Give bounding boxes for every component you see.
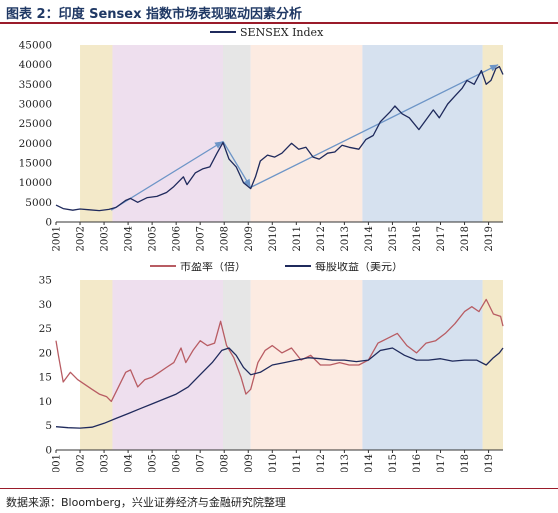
x-tick-label: 2019 [484,454,495,472]
x-tick-label: 2011 [292,226,303,251]
x-tick-label: 2008 [220,226,231,251]
source-note: 数据来源：Bloomberg，兴业证券经济与金融研究院整理 [6,496,286,509]
trend-arrow-head [214,141,224,149]
legend-label: SENSEX Index [240,26,324,39]
trend-arrow-head [489,64,499,72]
y-tick-label: 10000 [19,177,52,189]
y-tick-label: 25000 [19,118,52,130]
x-tick-label: 2012 [316,226,327,251]
y-tick-label: 30 [39,299,52,311]
x-tick-label: 2018 [460,226,471,251]
x-tick-label: 2003 [100,454,111,472]
x-tick-label: 2008 [220,454,231,472]
x-tick-label: 2001 [52,226,63,251]
shaded-period [112,280,224,450]
y-tick-label: 15000 [19,158,52,170]
x-tick-label: 2013 [340,226,351,251]
y-tick-label: 30000 [19,99,52,111]
y-tick-label: 40000 [19,59,52,71]
x-tick-label: 2016 [412,226,423,251]
pe-eps-chart: 0 5 10 15 20 25 30 35 2001 2002 2003 2004 2005 2006 20… [39,262,504,472]
y-tick-label: 0 [45,445,52,457]
y-tick-label: 5000 [25,197,52,209]
y-tick-label: 35 [39,275,52,287]
x-tick-label: 2009 [244,226,255,251]
x-tick-label: 2005 [148,454,159,472]
series-line [55,65,504,212]
x-tick-label: 2009 [244,454,255,472]
shaded-period [80,280,113,450]
x-tick-label: 2002 [76,226,87,251]
y-tick-label: 20000 [19,138,52,150]
x-tick-label: 2004 [124,226,135,251]
shaded-period [80,45,113,222]
x-tick-label: 2005 [148,226,159,251]
legend-label: 市盈率（倍） [180,262,246,273]
series-line [55,298,504,403]
trend-arrow-head [243,178,251,188]
shaded-period [112,45,224,222]
shaded-period [362,45,483,222]
y-tick-label: 10 [39,396,52,408]
shaded-period [482,280,503,450]
source-rule [0,488,558,489]
x-tick-label: 2011 [292,454,303,472]
x-tick-label: 2017 [436,454,447,472]
y-tick-label: 5 [45,420,52,432]
x-tick-label: 2014 [364,226,375,251]
shaded-period [250,45,363,222]
shaded-period [482,45,503,222]
y-tick-label: 0 [45,217,52,229]
shaded-period [223,45,251,222]
x-tick-label: 2019 [484,226,495,251]
trend-arrow [222,141,252,188]
y-tick-label: 15 [39,372,52,384]
x-tick-label: 2016 [412,454,423,472]
x-tick-label: 2015 [388,454,399,472]
x-tick-label: 2007 [196,454,207,472]
y-tick-label: 35000 [19,79,52,91]
x-tick-label: 2003 [100,226,111,251]
shaded-period [362,280,483,450]
x-tick-label: 2015 [388,226,399,251]
y-tick-label: 45000 [19,40,52,52]
legend-label: 每股收益（美元） [315,262,403,273]
x-tick-label: 2010 [268,454,279,472]
x-tick-label: 2006 [172,226,183,251]
x-tick-label: 2014 [364,454,375,472]
title-rule [0,22,558,24]
series-line [55,347,504,429]
x-tick-label: 2010 [268,226,279,251]
x-tick-label: 2018 [460,454,471,472]
y-tick-label: 20 [39,347,52,359]
x-tick-label: 2013 [340,454,351,472]
x-tick-label: 2012 [316,454,327,472]
x-tick-label: 2004 [124,454,135,472]
sensex-chart: 0 5000 10000 15000 20000 25000 30000 35000 40000… [19,26,504,251]
x-tick-label: 2001 [52,454,63,472]
x-tick-label: 2007 [196,226,207,251]
x-tick-label: 2017 [436,226,447,251]
trend-arrow [250,64,499,188]
x-tick-label: 2006 [172,454,183,472]
x-tick-label: 2002 [76,454,87,472]
shaded-period [250,280,363,450]
y-tick-label: 25 [39,323,52,335]
figure-title: 图表 2：印度 Sensex 指数市场表现驱动因素分析 [6,7,302,22]
